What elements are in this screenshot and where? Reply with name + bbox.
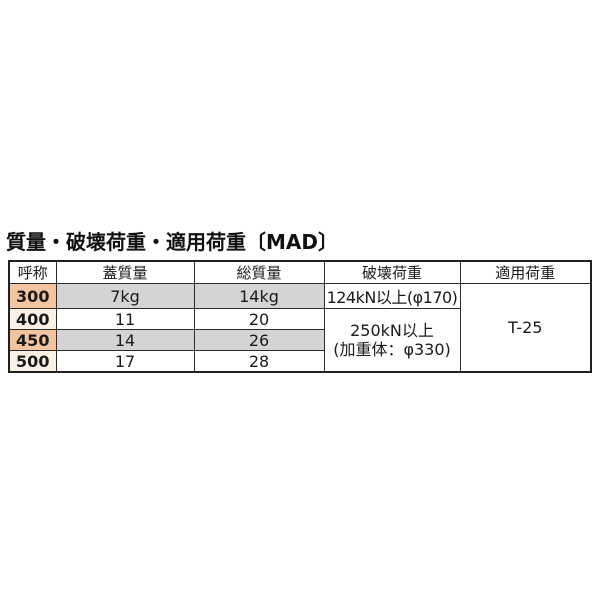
spec-table: 呼称 蓋質量 総質量 破壊荷重 適用荷重 300 7kg 14kg 124kN以… <box>8 260 592 373</box>
breaking-load-300: 124kN以上(φ170) <box>323 283 461 309</box>
col-header-name: 呼称 <box>8 260 57 284</box>
table-row-300: 300 7kg 14kg 124kN以上(φ170) T-25 <box>8 283 592 373</box>
table-row-500: 500 17 28 <box>8 350 591 373</box>
col-header-applicable-load: 適用荷重 <box>459 260 592 284</box>
breaking-load-merged-line1: 250kN以上 <box>350 321 434 340</box>
col-header-breaking-load: 破壊荷重 <box>323 260 461 284</box>
name-cell-400: 400 <box>8 308 57 330</box>
total-mass-400: 20 <box>193 308 325 330</box>
col-header-lid-mass: 蓋質量 <box>55 260 195 284</box>
name-cell-300: 300 <box>8 283 57 309</box>
breaking-load-merged-cell: 250kN以上 (加重体：φ330) <box>323 308 461 373</box>
name-cell-450: 450 <box>8 329 57 351</box>
breaking-load-merged-line2: (加重体：φ330) <box>333 340 451 359</box>
spec-table-header: 呼称 蓋質量 総質量 破壊荷重 適用荷重 <box>8 260 592 284</box>
applicable-load-cell: T-25 <box>459 283 592 373</box>
lid-mass-300: 7kg <box>55 283 195 309</box>
table-row-400: 400 11 20 250kN以上 (加重体：φ330) <box>8 308 591 373</box>
name-cell-500: 500 <box>8 350 57 373</box>
page-title: 質量・破壊荷重・適用荷重〔MAD〕 <box>6 230 338 254</box>
header-row: 呼称 蓋質量 総質量 破壊荷重 適用荷重 <box>8 260 592 284</box>
lid-mass-500: 17 <box>55 350 195 373</box>
total-mass-450: 26 <box>193 329 325 351</box>
spec-table-body: 300 7kg 14kg 124kN以上(φ170) T-25 400 11 2… <box>8 283 592 373</box>
table-row-450: 450 14 26 <box>8 329 591 351</box>
total-mass-300: 14kg <box>193 283 325 309</box>
lid-mass-400: 11 <box>55 308 195 330</box>
total-mass-500: 28 <box>193 350 325 373</box>
lid-mass-450: 14 <box>55 329 195 351</box>
col-header-total-mass: 総質量 <box>193 260 325 284</box>
